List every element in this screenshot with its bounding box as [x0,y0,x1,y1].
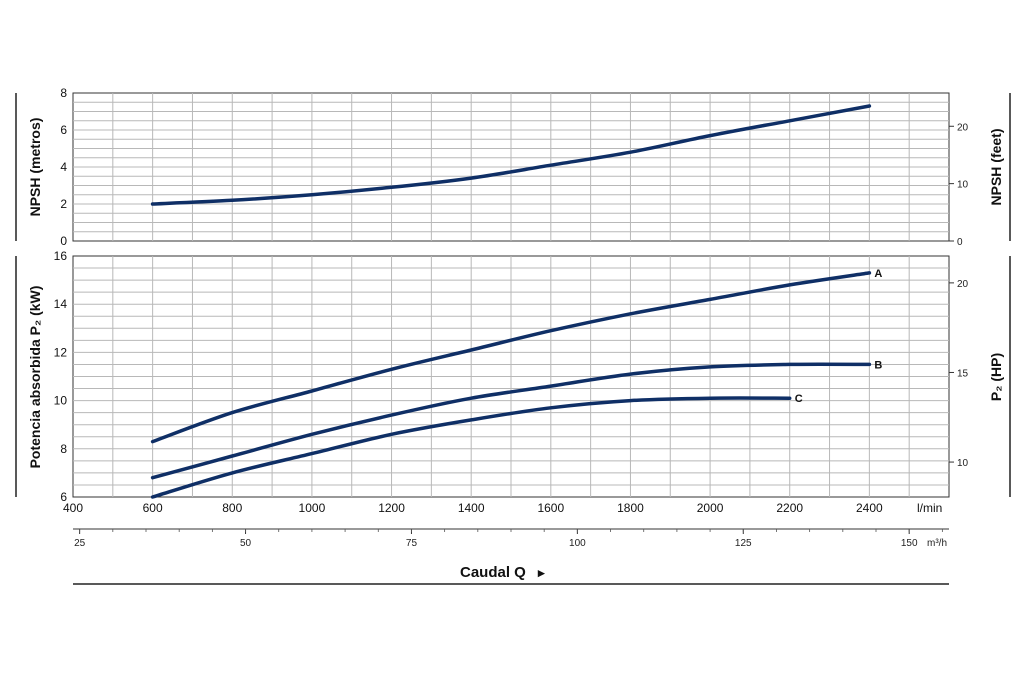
x-axes: 400 600 800 1000 1200 1400 1600 1800 2000 2200 240… [63,501,949,585]
power-series: A B C [150,268,882,499]
y-tick-label: 10 [54,394,68,408]
y-right-tick-label: 20 [957,279,969,290]
npsh-curve [150,104,872,206]
npsh-left-ylabel: NPSH (metros) [27,118,43,217]
npsh-series [150,104,872,206]
series-label-a: A [874,268,882,280]
x-unit-m3h: m³/h [927,538,947,549]
y-right-tick-label: 10 [957,180,969,191]
npsh-right-ylabel: NPSH (feet) [988,128,1004,205]
power-right-ylabel: P₂ (HP) [988,353,1004,401]
x-tick-label: 1400 [458,501,485,515]
y-tick-label: 16 [54,249,68,263]
npsh-left-ticks: 0 2 4 6 8 [60,86,67,248]
npsh-right-ticks: 0 10 20 [949,122,969,248]
x-m3h-tick-label: 100 [569,538,586,549]
y-tick-label: 8 [60,442,67,456]
y-right-tick-label: 0 [957,237,963,248]
x-tick-label: 1200 [378,501,405,515]
power-left-ylabel: Potencia absorbida P₂ (kW) [27,286,43,469]
x-tick-label: 800 [222,501,242,515]
y-tick-label: 6 [60,490,67,504]
series-label-c: C [795,393,803,405]
x-m3h-tick-label: 50 [240,538,252,549]
x-m3h-tick-label: 25 [74,538,86,549]
npsh-panel: 0 2 4 6 8 0 10 20 NPSH (metros) NPSH (feet) [15,86,1011,248]
power-panel: 6 8 10 12 14 16 10 15 20 A B C Potencia absorbida… [15,249,1011,504]
power-right-ticks: 10 15 20 [949,279,969,469]
y-tick-label: 2 [60,197,67,211]
power-left-ticks: 6 8 10 12 14 16 [54,249,68,504]
x-axis-title: Caudal Q ▸ [460,564,546,581]
y-right-tick-label: 15 [957,368,969,379]
series-a-line [150,271,872,444]
x-tick-label: 1600 [537,501,564,515]
power-grid [73,256,949,497]
y-tick-label: 8 [60,86,67,100]
x-tick-label: 400 [63,501,83,515]
y-tick-label: 14 [54,297,68,311]
y-right-tick-label: 10 [957,458,969,469]
npsh-grid [73,93,949,241]
y-right-tick-label: 20 [957,122,969,133]
y-tick-label: 12 [54,345,68,359]
x-ticks-lmin: 400 600 800 1000 1200 1400 1600 1800 2000 2200 240… [63,501,883,515]
y-tick-label: 4 [60,160,67,174]
series-c-line [150,396,792,499]
x-m3h-tick-label: 75 [406,538,418,549]
x-tick-label: 1000 [299,501,326,515]
x-tick-label: 2000 [697,501,724,515]
x-unit-lmin: l/min [917,501,942,515]
x-tick-label: 2200 [776,501,803,515]
series-b-line [150,362,872,480]
x-ticks-m3h: 25 50 75 100 125 150 [74,529,943,549]
x-m3h-tick-label: 150 [901,538,918,549]
series-label-b: B [874,359,882,371]
x-tick-label: 2400 [856,501,883,515]
x-m3h-tick-label: 125 [735,538,752,549]
x-tick-label: 1800 [617,501,644,515]
y-tick-label: 6 [60,123,67,137]
y-tick-label: 0 [60,234,67,248]
x-tick-label: 600 [143,501,163,515]
